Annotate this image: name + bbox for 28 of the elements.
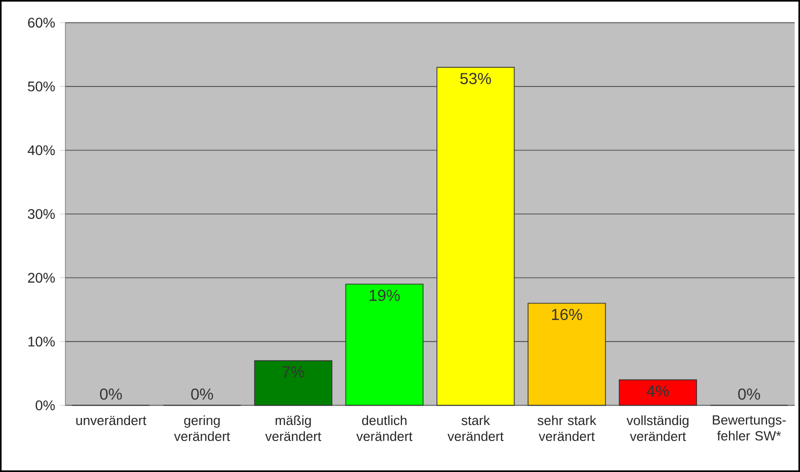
x-tick-label: gering verändert	[174, 415, 230, 442]
x-tick-label: unverändert	[76, 415, 146, 426]
bar	[618, 379, 697, 406]
data-label: 4%	[646, 385, 669, 397]
x-tick-label: stark verändert	[448, 415, 504, 442]
bar	[254, 360, 332, 406]
data-label: 53%	[460, 72, 491, 84]
y-tick-label: 0%	[36, 400, 55, 410]
bar	[528, 302, 606, 406]
x-tick-label: sehr stark verändert	[538, 415, 596, 442]
x-tick-label: mäßig verändert	[265, 415, 322, 442]
y-tick-label: 40%	[28, 145, 55, 156]
x-tick-label: Bewertungs-fehler SW*	[712, 415, 786, 441]
data-label: 0%	[738, 388, 760, 400]
bar	[436, 66, 515, 406]
data-label: 7%	[282, 366, 304, 378]
data-label: 0%	[191, 388, 214, 400]
y-tick-label: 10%	[28, 336, 55, 346]
x-tick-label: vollständig verändert	[626, 415, 688, 442]
x-tick-label: deutlich verändert	[356, 415, 412, 442]
data-label: 0%	[100, 388, 122, 400]
y-tick-label: 30%	[28, 209, 55, 219]
data-label: 19%	[370, 290, 400, 302]
data-label: 16%	[552, 308, 582, 320]
y-tick-label: 20%	[28, 272, 55, 283]
y-tick-label: 50%	[28, 82, 55, 92]
y-tick-label: 60%	[28, 18, 55, 28]
bar	[345, 284, 424, 406]
